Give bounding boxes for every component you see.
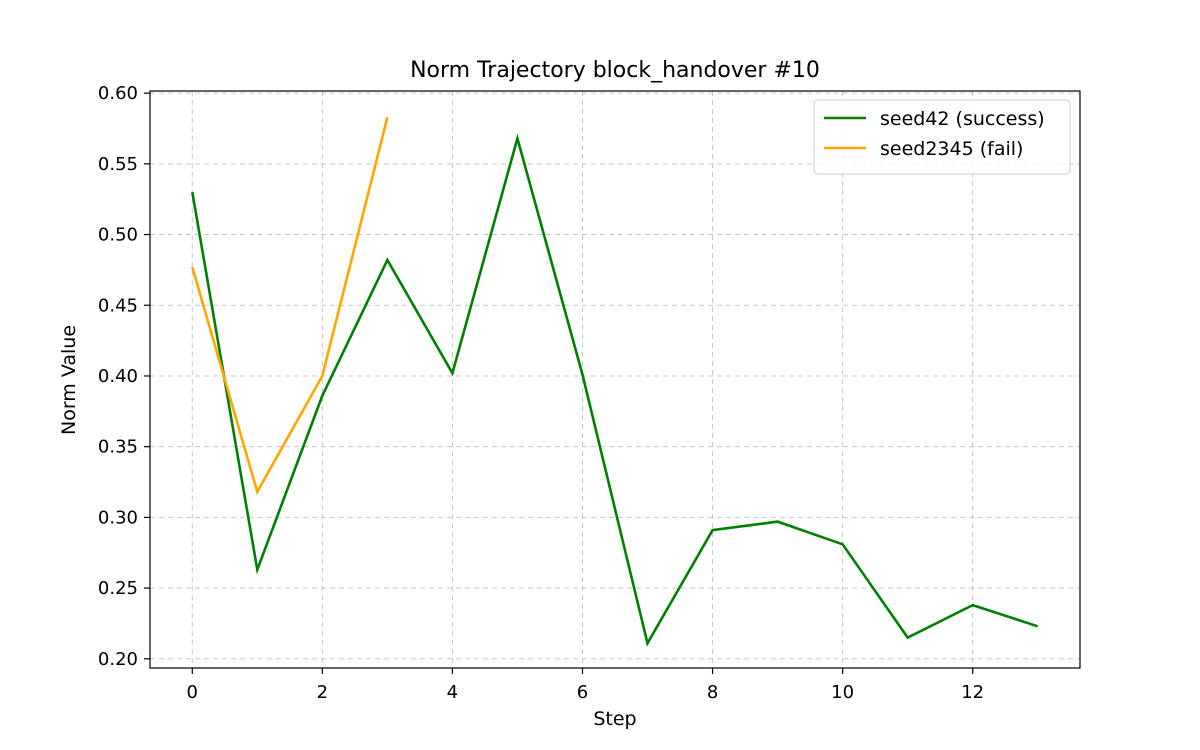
- y-tick-label: 0.35: [98, 437, 138, 458]
- legend-box: [813, 99, 1071, 175]
- grid-lines: [150, 91, 1080, 668]
- series-line-1: [191, 116, 389, 496]
- y-axis-ticks: 0.20 0.25 0.30 0.35 0.40 0.45 0.50 0.55 0.60: [98, 83, 150, 670]
- chart-title: Norm Trajectory block_handover #10: [410, 58, 820, 83]
- y-tick-label: 0.50: [98, 225, 138, 246]
- legend: seed42 (success) seed2345 (fail): [813, 99, 1071, 175]
- x-tick-label: 12: [961, 682, 984, 703]
- x-axis-ticks: 0 2 4 6 8 10 12: [187, 668, 984, 703]
- series-line-0: [191, 133, 1039, 647]
- legend-entry: seed42 (success): [880, 108, 1045, 130]
- y-axis-label: Norm Value: [58, 325, 80, 435]
- y-tick-label: 0.40: [98, 366, 138, 387]
- y-tick-label: 0.25: [98, 578, 138, 599]
- x-tick-label: 4: [447, 682, 458, 703]
- plot-frame: [149, 90, 1081, 669]
- legend-entry: seed2345 (fail): [880, 138, 1023, 160]
- x-tick-label: 6: [577, 682, 588, 703]
- y-tick-label: 0.60: [98, 83, 138, 104]
- y-tick-label: 0.55: [98, 154, 138, 175]
- y-tick-label: 0.30: [98, 507, 138, 528]
- x-tick-label: 0: [187, 682, 198, 703]
- x-axis-label: Step: [593, 708, 636, 730]
- y-tick-label: 0.20: [98, 649, 138, 670]
- y-tick-label: 0.45: [98, 295, 138, 316]
- series-lines: [191, 116, 1039, 647]
- x-tick-label: 8: [707, 682, 718, 703]
- x-tick-label: 2: [317, 682, 328, 703]
- x-tick-label: 10: [831, 682, 854, 703]
